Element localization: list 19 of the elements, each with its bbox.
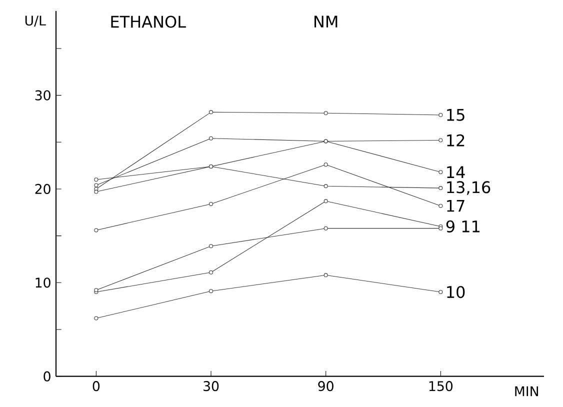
y-axis-title: U/L [25, 16, 46, 27]
x-axis-title: MIN [515, 386, 538, 396]
annotation: ETHANOL [111, 16, 186, 28]
series-label: 15 [447, 109, 464, 121]
x-tick-label: 0 [92, 381, 100, 392]
series-label: 13,16 [447, 181, 490, 195]
y-tick-label: 10 [36, 278, 50, 288]
series-label: 9 11 [446, 220, 480, 233]
y-tick-label: 30 [35, 90, 50, 100]
series-label: 12 [447, 134, 464, 146]
annotation: NM [314, 16, 338, 28]
x-tick-label: 30 [204, 381, 219, 392]
y-tick-label: 0 [44, 371, 50, 382]
y-tick-label: 20 [35, 184, 50, 194]
series-label: 17 [447, 200, 464, 212]
x-tick-label: 90 [318, 381, 334, 392]
series-label: 10 [447, 286, 465, 298]
series-label: 14 [447, 166, 465, 178]
x-tick-label: 150 [429, 381, 453, 392]
